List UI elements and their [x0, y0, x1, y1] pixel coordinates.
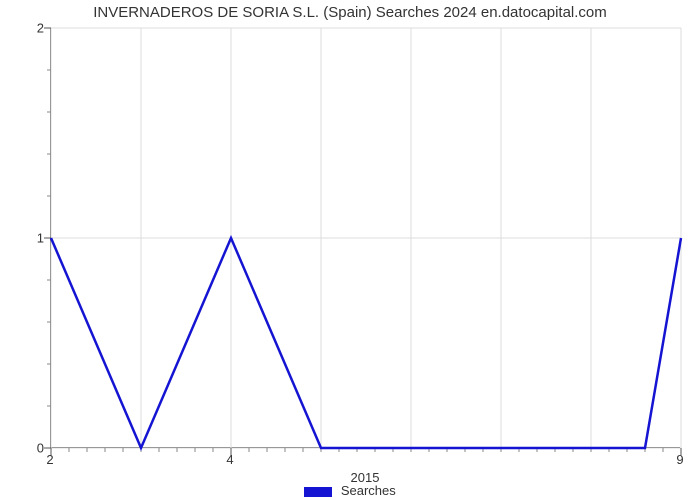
chart-title: INVERNADEROS DE SORIA S.L. (Spain) Searc… — [0, 4, 700, 21]
legend: Searches — [0, 483, 700, 498]
plot-area — [50, 28, 680, 448]
plot-svg — [51, 28, 680, 447]
x-tick-label: 2 — [46, 452, 53, 467]
chart-container: INVERNADEROS DE SORIA S.L. (Spain) Searc… — [0, 0, 700, 500]
x-tick-label: 9 — [676, 452, 683, 467]
y-tick-label: 1 — [4, 231, 44, 246]
y-tick-label: 0 — [4, 441, 44, 456]
legend-swatch — [304, 487, 332, 497]
x-tick-label: 4 — [226, 452, 233, 467]
y-tick-label: 2 — [4, 21, 44, 36]
legend-label: Searches — [341, 483, 396, 498]
